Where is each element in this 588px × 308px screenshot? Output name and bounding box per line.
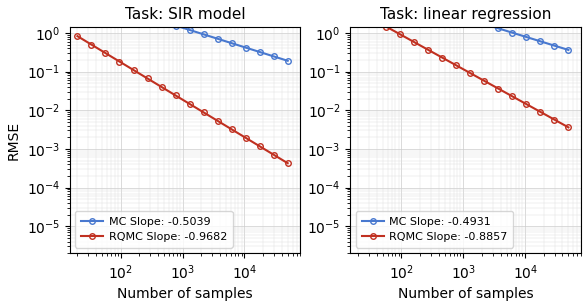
RQMC Slope: -0.9682: (2.97e+04, 0.000708): -0.9682: (2.97e+04, 0.000708) xyxy=(270,153,277,156)
Legend: MC Slope: -0.5039, RQMC Slope: -0.9682: MC Slope: -0.5039, RQMC Slope: -0.9682 xyxy=(75,211,232,248)
RQMC Slope: -0.9682: (161, 0.11): -0.9682: (161, 0.11) xyxy=(130,68,137,72)
MC Slope: -0.4931: (2.19e+03, 1.71): -0.4931: (2.19e+03, 1.71) xyxy=(481,22,488,26)
Line: MC Slope: -0.5039: MC Slope: -0.5039 xyxy=(75,0,290,63)
MC Slope: -0.5039: (95.6, 4.49): -0.5039: (95.6, 4.49) xyxy=(116,6,123,10)
MC Slope: -0.5039: (2.19e+03, 0.927): -0.5039: (2.19e+03, 0.927) xyxy=(200,32,207,36)
RQMC Slope: -0.8857: (770, 0.146): -0.8857: (770, 0.146) xyxy=(453,63,460,67)
RQMC Slope: -0.8857: (1.05e+04, 0.0145): -0.8857: (1.05e+04, 0.0145) xyxy=(523,102,530,106)
RQMC Slope: -0.9682: (2.19e+03, 0.00884): -0.9682: (2.19e+03, 0.00884) xyxy=(200,111,207,114)
RQMC Slope: -0.8857: (6.21e+03, 0.0229): -0.8857: (6.21e+03, 0.0229) xyxy=(509,95,516,98)
RQMC Slope: -0.9682: (1.3e+03, 0.0146): -0.9682: (1.3e+03, 0.0146) xyxy=(186,102,193,106)
RQMC Slope: -0.9682: (56.8, 0.303): -0.9682: (56.8, 0.303) xyxy=(102,51,109,55)
RQMC Slope: -0.8857: (2.97e+04, 0.00574): -0.8857: (2.97e+04, 0.00574) xyxy=(551,118,558,121)
MC Slope: -0.4931: (1.76e+04, 0.611): -0.4931: (1.76e+04, 0.611) xyxy=(537,39,544,43)
RQMC Slope: -0.9682: (1.05e+04, 0.00194): -0.9682: (1.05e+04, 0.00194) xyxy=(242,136,249,140)
RQMC Slope: -0.9682: (33.7, 0.502): -0.9682: (33.7, 0.502) xyxy=(88,43,95,47)
MC Slope: -0.4931: (1.3e+03, 2.21): -0.4931: (1.3e+03, 2.21) xyxy=(467,18,474,22)
MC Slope: -0.4931: (1.05e+04, 0.791): -0.4931: (1.05e+04, 0.791) xyxy=(523,35,530,39)
RQMC Slope: -0.9682: (271, 0.0666): -0.9682: (271, 0.0666) xyxy=(144,77,151,80)
MC Slope: -0.4931: (161, 6.19): -0.4931: (161, 6.19) xyxy=(411,1,418,4)
MC Slope: -0.4931: (770, 2.86): -0.4931: (770, 2.86) xyxy=(453,14,460,17)
MC Slope: -0.4931: (457, 3.7): -0.4931: (457, 3.7) xyxy=(439,9,446,13)
MC Slope: -0.5039: (5e+04, 0.192): -0.5039: (5e+04, 0.192) xyxy=(284,59,291,63)
MC Slope: -0.4931: (2.97e+04, 0.473): -0.4931: (2.97e+04, 0.473) xyxy=(551,44,558,47)
RQMC Slope: -0.8857: (1.76e+04, 0.00911): -0.8857: (1.76e+04, 0.00911) xyxy=(537,110,544,114)
Y-axis label: RMSE: RMSE xyxy=(7,121,21,160)
Line: RQMC Slope: -0.8857: RQMC Slope: -0.8857 xyxy=(355,8,571,130)
MC Slope: -0.4931: (271, 4.79): -0.4931: (271, 4.79) xyxy=(425,5,432,9)
RQMC Slope: -0.8857: (56.8, 1.47): -0.8857: (56.8, 1.47) xyxy=(383,25,390,29)
RQMC Slope: -0.9682: (20, 0.832): -0.9682: (20, 0.832) xyxy=(74,34,81,38)
RQMC Slope: -0.9682: (5e+04, 0.000427): -0.9682: (5e+04, 0.000427) xyxy=(284,161,291,165)
X-axis label: Number of samples: Number of samples xyxy=(117,287,253,301)
MC Slope: -0.5039: (2.97e+04, 0.249): -0.5039: (2.97e+04, 0.249) xyxy=(270,55,277,58)
MC Slope: -0.4931: (5e+04, 0.366): -0.4931: (5e+04, 0.366) xyxy=(565,48,572,52)
MC Slope: -0.4931: (6.21e+03, 1.02): -0.4931: (6.21e+03, 1.02) xyxy=(509,31,516,34)
MC Slope: -0.5039: (161, 3.45): -0.5039: (161, 3.45) xyxy=(130,10,137,14)
RQMC Slope: -0.9682: (457, 0.0402): -0.9682: (457, 0.0402) xyxy=(158,85,165,89)
MC Slope: -0.5039: (1.05e+04, 0.421): -0.5039: (1.05e+04, 0.421) xyxy=(242,46,249,49)
Title: Task: SIR model: Task: SIR model xyxy=(125,7,245,22)
Line: RQMC Slope: -0.9682: RQMC Slope: -0.9682 xyxy=(75,33,290,166)
RQMC Slope: -0.8857: (5e+04, 0.00362): -0.8857: (5e+04, 0.00362) xyxy=(565,126,572,129)
MC Slope: -0.5039: (271, 2.65): -0.5039: (271, 2.65) xyxy=(144,15,151,18)
MC Slope: -0.5039: (770, 1.57): -0.5039: (770, 1.57) xyxy=(172,24,179,27)
RQMC Slope: -0.8857: (2.19e+03, 0.0578): -0.8857: (2.19e+03, 0.0578) xyxy=(481,79,488,83)
MC Slope: -0.5039: (6.21e+03, 0.548): -0.5039: (6.21e+03, 0.548) xyxy=(228,41,235,45)
RQMC Slope: -0.8857: (95.6, 0.924): -0.8857: (95.6, 0.924) xyxy=(397,33,404,36)
Legend: MC Slope: -0.4931, RQMC Slope: -0.8857: MC Slope: -0.4931, RQMC Slope: -0.8857 xyxy=(356,211,513,248)
MC Slope: -0.5039: (1.76e+04, 0.324): -0.5039: (1.76e+04, 0.324) xyxy=(256,50,263,54)
RQMC Slope: -0.8857: (20, 3.7): -0.8857: (20, 3.7) xyxy=(355,9,362,13)
RQMC Slope: -0.8857: (3.68e+03, 0.0364): -0.8857: (3.68e+03, 0.0364) xyxy=(495,87,502,91)
Title: Task: linear regression: Task: linear regression xyxy=(380,7,552,22)
RQMC Slope: -0.9682: (95.6, 0.183): -0.9682: (95.6, 0.183) xyxy=(116,60,123,63)
RQMC Slope: -0.8857: (271, 0.367): -0.8857: (271, 0.367) xyxy=(425,48,432,52)
Line: MC Slope: -0.4931: MC Slope: -0.4931 xyxy=(355,0,571,53)
MC Slope: -0.4931: (3.68e+03, 1.32): -0.4931: (3.68e+03, 1.32) xyxy=(495,26,502,30)
RQMC Slope: -0.8857: (33.7, 2.33): -0.8857: (33.7, 2.33) xyxy=(369,17,376,21)
RQMC Slope: -0.9682: (1.76e+04, 0.00117): -0.9682: (1.76e+04, 0.00117) xyxy=(256,144,263,148)
RQMC Slope: -0.9682: (770, 0.0243): -0.9682: (770, 0.0243) xyxy=(172,94,179,97)
RQMC Slope: -0.9682: (6.21e+03, 0.00322): -0.9682: (6.21e+03, 0.00322) xyxy=(228,128,235,131)
RQMC Slope: -0.9682: (3.68e+03, 0.00533): -0.9682: (3.68e+03, 0.00533) xyxy=(214,119,221,123)
MC Slope: -0.5039: (3.68e+03, 0.713): -0.5039: (3.68e+03, 0.713) xyxy=(214,37,221,41)
MC Slope: -0.5039: (56.8, 5.84): -0.5039: (56.8, 5.84) xyxy=(102,2,109,5)
RQMC Slope: -0.8857: (161, 0.582): -0.8857: (161, 0.582) xyxy=(411,40,418,44)
MC Slope: -0.5039: (457, 2.04): -0.5039: (457, 2.04) xyxy=(158,19,165,23)
RQMC Slope: -0.8857: (457, 0.231): -0.8857: (457, 0.231) xyxy=(439,56,446,59)
MC Slope: -0.5039: (1.3e+03, 1.21): -0.5039: (1.3e+03, 1.21) xyxy=(186,28,193,32)
RQMC Slope: -0.8857: (1.3e+03, 0.0917): -0.8857: (1.3e+03, 0.0917) xyxy=(467,71,474,75)
X-axis label: Number of samples: Number of samples xyxy=(398,287,533,301)
MC Slope: -0.5039: (33.7, 7.59): -0.5039: (33.7, 7.59) xyxy=(88,0,95,1)
